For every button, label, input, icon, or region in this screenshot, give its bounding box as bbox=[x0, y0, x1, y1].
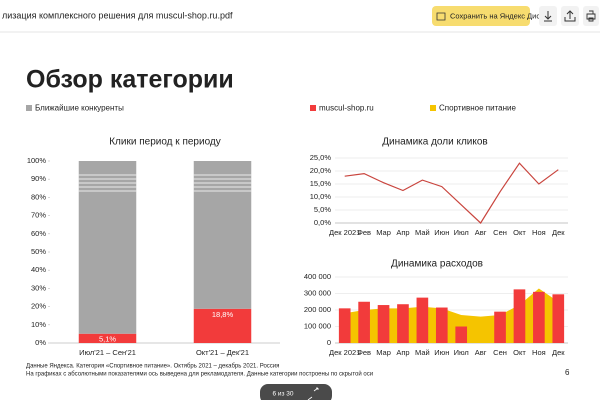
y-tick-label: 0% bbox=[35, 338, 46, 347]
x-tick-label: Июн bbox=[434, 228, 449, 237]
x-tick-label: Дек 2021 bbox=[329, 228, 360, 237]
x-tick-label: Май bbox=[415, 228, 430, 237]
legend-label: Спортивное питание bbox=[439, 104, 516, 113]
data-label: 5,1% bbox=[99, 335, 116, 344]
save-button-label[interactable]: Сохранить на Яндекс Диск bbox=[450, 11, 544, 20]
legend-swatch bbox=[310, 105, 316, 111]
x-tick-label: Апр bbox=[396, 348, 409, 357]
y-tick-label: 30% bbox=[31, 283, 46, 292]
y-tick-label: 20,0% bbox=[310, 166, 332, 175]
x-tick-label: Июл bbox=[454, 228, 469, 237]
y-tick-label: 50% bbox=[31, 247, 46, 256]
file-name: лизация комплексного решения для muscul-… bbox=[2, 10, 233, 20]
y-tick-label: 300 000 bbox=[304, 288, 331, 297]
y-tick-label: 40% bbox=[31, 265, 46, 274]
y-tick-label: 25,0% bbox=[310, 153, 332, 162]
x-tick-label: Май bbox=[415, 348, 430, 357]
x-tick-label: Фев bbox=[357, 228, 371, 237]
line bbox=[344, 162, 559, 224]
x-tick-label: Дек bbox=[552, 348, 565, 357]
bar bbox=[552, 294, 565, 343]
y-tick-label: 400 000 bbox=[304, 272, 331, 281]
x-tick-label: Окт bbox=[513, 348, 526, 357]
disk-icon bbox=[436, 12, 446, 21]
bar bbox=[193, 308, 252, 343]
fullscreen-icon[interactable] bbox=[307, 387, 319, 400]
bar bbox=[78, 161, 137, 334]
bar bbox=[513, 289, 526, 343]
y-tick-label: 0 bbox=[327, 338, 331, 347]
bar bbox=[455, 326, 468, 343]
legend-swatch bbox=[430, 105, 436, 111]
y-tick-label: 15,0% bbox=[310, 179, 332, 188]
y-tick-label: 20% bbox=[31, 302, 46, 311]
y-tick-label: 100% bbox=[27, 156, 47, 165]
x-tick-label: Дек 2021 bbox=[329, 348, 360, 357]
chart-title: Клики период к периоду bbox=[109, 137, 221, 148]
legend: Ближайшие конкуренты muscul-shop.ru Спор… bbox=[26, 104, 516, 113]
x-tick-label: Окт'21 – Дек'21 bbox=[196, 348, 249, 357]
x-tick-label: Мар bbox=[376, 228, 391, 237]
bar bbox=[78, 333, 137, 343]
chart-title: Динамика доли кликов bbox=[382, 137, 487, 148]
share-icon bbox=[564, 10, 576, 22]
y-tick-label: 100 000 bbox=[304, 321, 331, 330]
bar bbox=[416, 297, 429, 343]
x-tick-label: Ноя bbox=[532, 228, 546, 237]
legend-label: muscul-shop.ru bbox=[319, 104, 374, 113]
pager bbox=[260, 384, 332, 400]
footnote: Данные Яндекса. Категория «Спортивное пи… bbox=[26, 364, 279, 370]
bar bbox=[533, 291, 545, 343]
bar bbox=[397, 304, 409, 343]
x-tick-label: Ноя bbox=[532, 348, 546, 357]
x-tick-label: Фев bbox=[357, 348, 371, 357]
x-tick-label: Апр bbox=[396, 228, 409, 237]
legend-swatch bbox=[26, 105, 32, 111]
download-icon bbox=[544, 11, 552, 22]
data-label: 18,8% bbox=[212, 310, 234, 319]
bar bbox=[377, 305, 390, 343]
x-tick-label: Окт bbox=[513, 228, 526, 237]
save-button[interactable] bbox=[432, 6, 530, 26]
y-tick-label: 200 000 bbox=[304, 305, 331, 314]
x-tick-label: Авг bbox=[475, 228, 487, 237]
slide-title: Обзор категории bbox=[26, 66, 234, 94]
x-tick-label: Июл'21 – Сен'21 bbox=[79, 348, 136, 357]
y-tick-label: 5,0% bbox=[314, 205, 331, 214]
y-tick-label: 70% bbox=[31, 211, 46, 220]
x-tick-label: Мар bbox=[376, 348, 391, 357]
y-tick-label: 90% bbox=[31, 174, 46, 183]
y-tick-label: 10% bbox=[31, 320, 46, 329]
bar bbox=[358, 301, 370, 343]
bar bbox=[435, 307, 448, 343]
y-tick-label: 10,0% bbox=[310, 192, 332, 201]
x-tick-label: Дек bbox=[552, 228, 565, 237]
x-tick-label: Июл bbox=[454, 348, 469, 357]
chart-title: Динамика расходов bbox=[391, 259, 483, 270]
print-button[interactable] bbox=[583, 6, 599, 26]
y-tick-label: 0,0% bbox=[314, 218, 331, 227]
y-tick-label: 60% bbox=[31, 229, 46, 238]
x-tick-label: Июн bbox=[434, 348, 449, 357]
x-tick-label: Сен bbox=[493, 228, 507, 237]
pager-label: 6 из 30 bbox=[272, 391, 293, 398]
page-number: 6 bbox=[565, 368, 570, 377]
bar bbox=[494, 311, 506, 343]
legend-label: Ближайшие конкуренты bbox=[35, 104, 124, 113]
footnote: На графиках с абсолютными показателями о… bbox=[26, 371, 373, 378]
print-icon bbox=[586, 10, 596, 22]
bar bbox=[193, 161, 252, 309]
y-tick-label: 80% bbox=[31, 192, 46, 201]
x-tick-label: Авг bbox=[475, 348, 487, 357]
bar bbox=[338, 308, 351, 343]
x-tick-label: Сен bbox=[493, 348, 507, 357]
